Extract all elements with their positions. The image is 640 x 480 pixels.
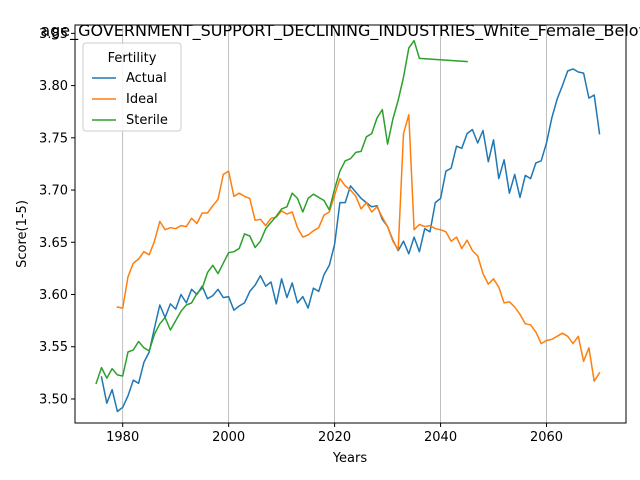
- y-tick-label: 3.85: [39, 27, 68, 42]
- legend-box: [82, 42, 182, 132]
- chart-title: age_GOVERNMENT_SUPPORT_DECLINING_INDUSTR…: [40, 21, 640, 41]
- legend-label-ideal: Ideal: [126, 92, 158, 107]
- y-tick-label: 3.50: [39, 392, 68, 407]
- x-tick-label: 2000: [212, 430, 245, 445]
- series-line-ideal: [116, 114, 601, 382]
- series-layer: [95, 39, 601, 413]
- y-axis-label: Score(1-5): [15, 200, 30, 268]
- y-tick-label: 3.65: [39, 236, 68, 251]
- y-tick-label: 3.55: [39, 340, 68, 355]
- legend-title: Fertility: [108, 51, 157, 66]
- legend: Fertility Actual Ideal Sterile: [82, 42, 182, 132]
- legend-label-actual: Actual: [126, 71, 167, 86]
- x-axis: 1980 2000 2020 2040 2060: [106, 423, 563, 445]
- plot-frame: [74, 24, 627, 424]
- legend-label-sterile: Sterile: [126, 113, 168, 128]
- y-tick-label: 3.75: [39, 131, 68, 146]
- x-tick-label: 2040: [424, 430, 457, 445]
- x-tick-label: 2020: [318, 430, 351, 445]
- y-tick-label: 3.70: [39, 184, 68, 199]
- y-axis: 3.50 3.55 3.60 3.65 3.70 3.75 3.80 3.85: [39, 27, 75, 407]
- x-tick-label: 2060: [530, 430, 563, 445]
- x-axis-label: Years: [332, 451, 368, 466]
- y-tick-label: 3.80: [39, 79, 68, 94]
- x-tick-label: 1980: [106, 430, 139, 445]
- series-line-sterile: [95, 39, 468, 385]
- y-tick-label: 3.60: [39, 288, 68, 303]
- series-line-actual: [100, 68, 601, 413]
